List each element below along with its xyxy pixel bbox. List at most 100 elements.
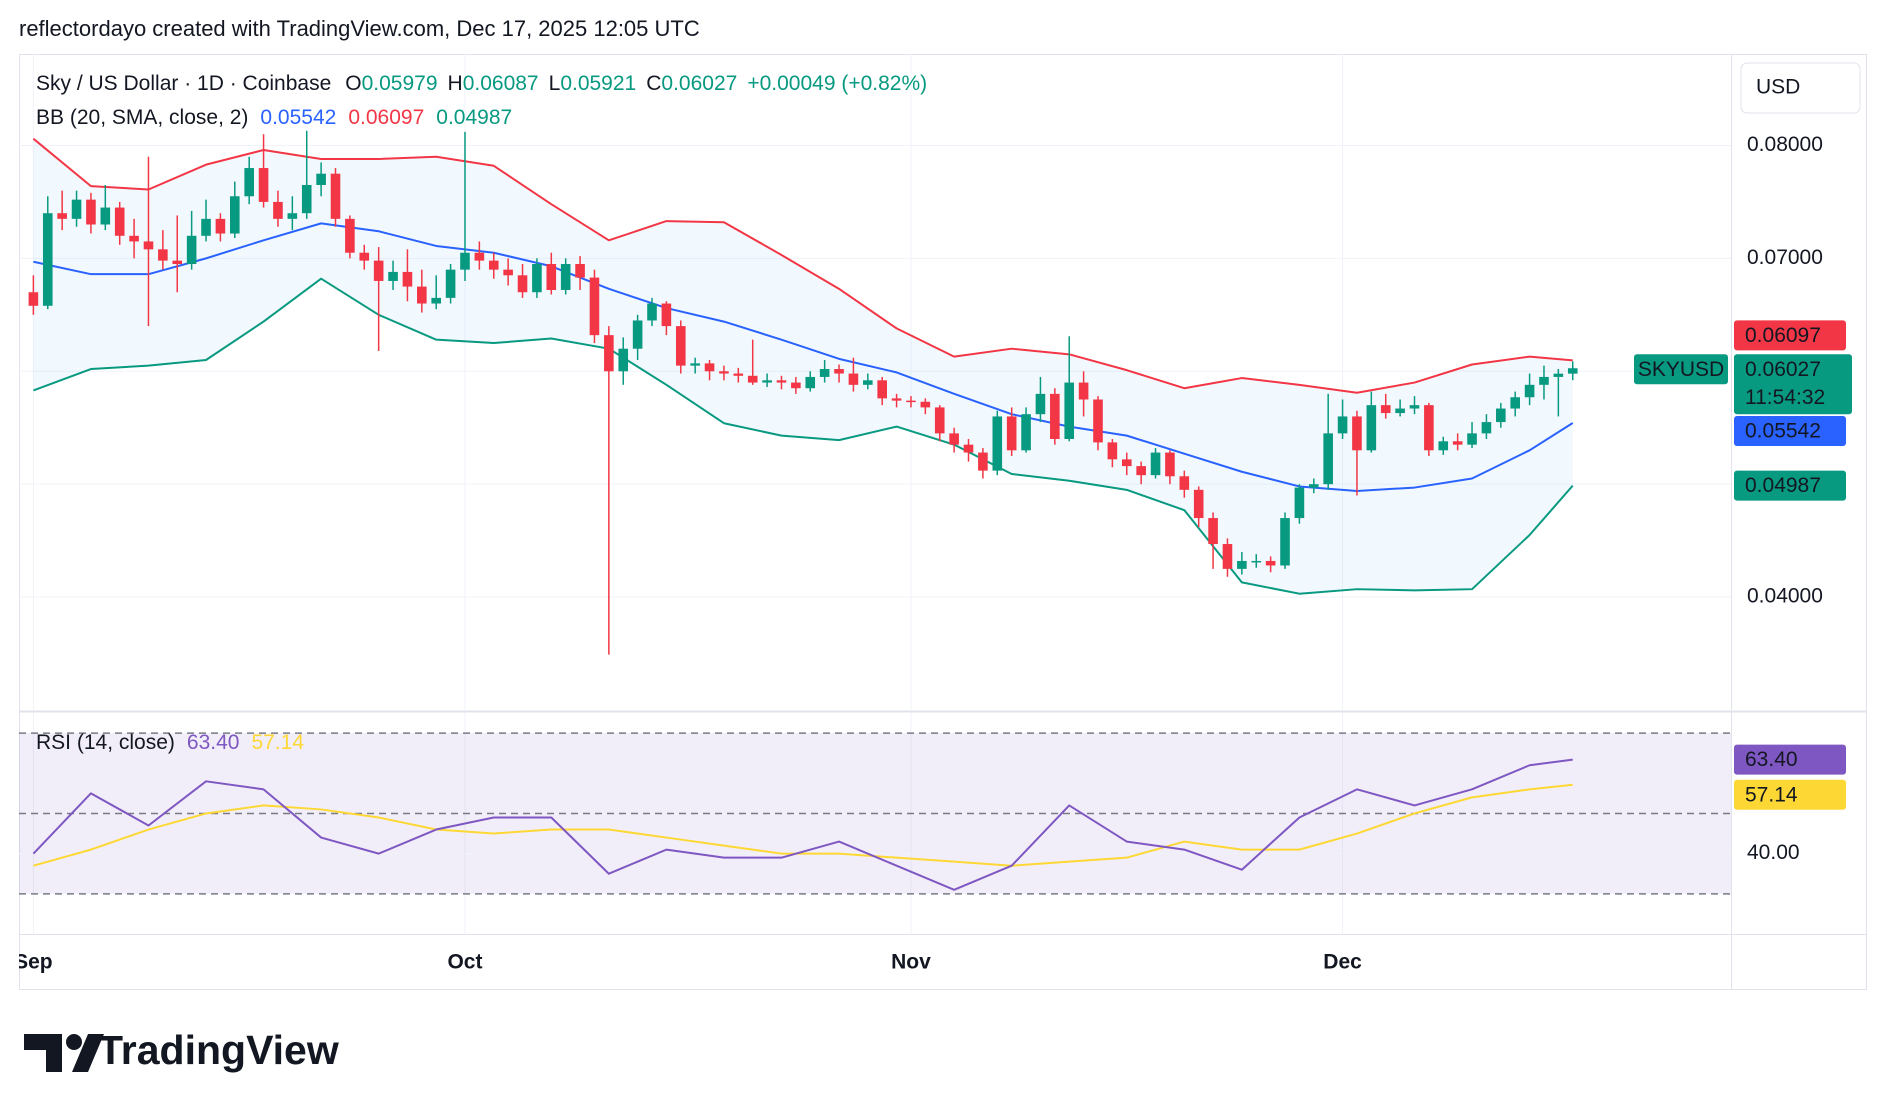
candle-body [273,201,283,219]
candle-body [1539,376,1549,385]
candle-body [1121,459,1132,467]
candle-body [158,249,168,261]
candle-body [747,375,758,383]
candle-body [1510,397,1521,409]
candle-body [143,241,154,250]
legend: BB (20, SMA, close, 2) 0.05542 0.06097 0.04… [36,106,512,129]
candle-body [877,380,887,399]
candle-body [560,264,571,290]
candle-body [460,252,470,270]
candle-body [1193,489,1204,519]
candle-body [517,275,528,293]
candle-body [474,252,485,261]
candle-body [532,264,542,293]
candle-body [863,380,873,385]
candle-body [1021,414,1031,451]
candle-body [330,173,341,219]
candle-body [100,207,111,225]
rsi-ma-badge-box [1734,779,1846,810]
legend-item: 0.05979 [362,72,438,95]
candle-body [1078,382,1089,400]
brand-name: TradingView [98,1027,339,1073]
bb-basis-badge: 0.05542 [1745,420,1821,443]
candle-body [1323,433,1333,485]
close-badge-box [1734,354,1852,415]
candle-body [992,416,1003,471]
candle-body [848,373,859,385]
candle-body [1352,416,1362,451]
candle-body [675,326,686,366]
candle-body [1452,441,1463,445]
candle-body [546,264,557,290]
candle-body [417,286,427,304]
candle-body [1093,399,1103,443]
candle-body [201,218,211,236]
candle-body [575,264,585,278]
candle-body [1136,466,1146,476]
candle-body [1107,442,1118,460]
legend-item: 0.06097 [348,106,424,129]
candle-body [129,235,139,242]
candle-body [1294,487,1305,519]
x-tick-label: Dec [1323,951,1362,974]
legend-item: C [646,72,661,95]
bb-upper-badge: 0.06097 [1745,324,1821,347]
candle-body [1006,416,1017,451]
candle-body [589,277,600,336]
candle-body [1424,405,1434,451]
candle-body [431,297,442,304]
candle-body [1395,408,1405,414]
bb-line [33,277,1574,595]
legend-item: 63.40 [187,731,240,754]
legend-item: 57.14 [251,731,304,754]
candle-body [1567,368,1578,374]
rsi-ma-badge: 57.14 [1745,783,1798,806]
bb-upper-badge-box [1734,320,1846,351]
candle-body [345,218,355,253]
candle-body [57,213,67,219]
candle-body [647,303,657,321]
candle-body [1524,384,1535,398]
y-tick-label: 0.08000 [1747,133,1823,156]
brand-logo: TradingView [24,1027,339,1073]
candle-body [1438,441,1449,451]
logo-slash [72,1034,104,1072]
logo-dot [66,1034,82,1050]
candle-body [934,407,945,434]
candle-body [1409,405,1420,409]
overlay: 0.04000 0.07000 0.08000 40.00 Sky / US Dolla… [36,62,1861,864]
candle-body [963,444,974,453]
bb-line [32,137,1573,394]
legend: RSI (14, close) 63.40 57.14 [36,731,304,754]
time-axis: Sep Oct Nov Dec [19,951,1362,974]
rsi-line [32,758,1573,891]
legend-item: RSI (14, close) [36,731,175,754]
candle-body [978,452,988,471]
countdown: 11:54:32 [1745,386,1825,409]
symbol-badge-box [1634,354,1728,385]
candle-body [1179,476,1190,490]
candle-body [1280,518,1290,566]
bb-lower-badge-box [1734,470,1846,501]
candle-body [1150,452,1161,476]
legend-item: +0.00049 (+0.82%) [747,72,927,95]
candle-body [1467,433,1477,445]
legend-item: L [549,72,561,95]
candle-body [42,213,53,306]
candle-body [301,184,312,214]
rsi-badge-box [1734,744,1846,775]
legend-item: 0.05542 [260,106,336,129]
legend-item: 0.06087 [463,72,539,95]
candle-body [762,380,772,383]
candle-body [244,168,254,197]
close-badge: 0.06027 [1745,358,1821,381]
candle-body [949,433,959,445]
candle-body [488,260,499,270]
legend-item: 0.04987 [436,106,512,129]
candle-body [891,398,902,401]
candle-body [776,380,787,383]
x-tick-label: Oct [447,951,482,974]
